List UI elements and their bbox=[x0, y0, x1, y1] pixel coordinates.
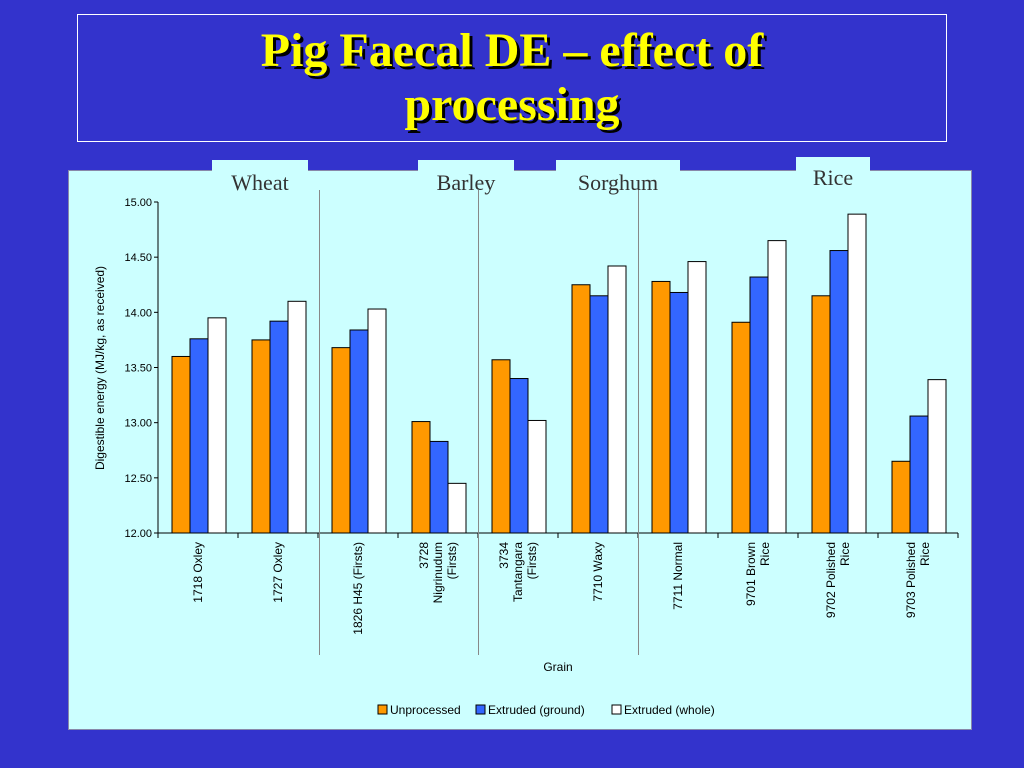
x-category-label-line: 7710 Waxy bbox=[591, 542, 605, 602]
slide-title-line-2: processing bbox=[404, 78, 620, 131]
bar bbox=[767, 240, 787, 534]
x-category-label-line: Nigrinudum bbox=[431, 542, 445, 603]
bar bbox=[829, 250, 849, 534]
bar bbox=[687, 261, 707, 534]
bar bbox=[331, 347, 351, 534]
bar bbox=[669, 291, 689, 534]
bar bbox=[207, 317, 227, 534]
y-axis-title: Digestible energy (MJ/kg, as received) bbox=[93, 266, 107, 470]
legend-label: Unprocessed bbox=[390, 703, 461, 717]
x-category-label: 1727 Oxley bbox=[271, 542, 285, 603]
bar bbox=[589, 295, 609, 534]
x-category-label-line: 7711 Normal bbox=[671, 542, 685, 610]
bar bbox=[749, 276, 769, 534]
x-category-label-line: 9702 Polished bbox=[824, 542, 838, 618]
x-category-label-line: Rice bbox=[758, 542, 772, 566]
x-category-label-line: (Firsts) bbox=[525, 542, 539, 579]
bar bbox=[909, 415, 929, 534]
x-category-label: 7711 Normal bbox=[671, 542, 685, 610]
legend-swatch bbox=[475, 704, 486, 715]
x-category-label-line: Rice bbox=[918, 542, 932, 566]
group-label-barley: Barley bbox=[418, 160, 514, 200]
y-tick-label: 14.00 bbox=[124, 307, 152, 319]
x-axis-title: Grain bbox=[543, 660, 572, 674]
bar bbox=[491, 359, 511, 534]
y-tick-label: 12.00 bbox=[124, 528, 152, 540]
x-category-label-line: Rice bbox=[838, 542, 852, 566]
bar bbox=[367, 308, 387, 534]
legend-swatch bbox=[377, 704, 388, 715]
x-category-label: 1826 H45 (Firsts) bbox=[351, 542, 365, 635]
slide-title-box: Pig Faecal DE – effect of processing bbox=[77, 14, 947, 142]
y-tick-label: 13.00 bbox=[124, 418, 152, 430]
x-category-label-line: 9703 Polished bbox=[904, 542, 918, 618]
bar bbox=[571, 284, 591, 534]
bar bbox=[509, 378, 529, 534]
group-label-sorghum: Sorghum bbox=[556, 160, 680, 200]
slide-title-line-1: Pig Faecal DE – effect of bbox=[260, 24, 764, 77]
x-category-label-line: 1718 Oxley bbox=[191, 542, 205, 603]
y-tick-label: 15.00 bbox=[124, 197, 152, 209]
bar bbox=[429, 440, 449, 534]
legend-label: Extruded (ground) bbox=[488, 703, 585, 717]
bar bbox=[349, 329, 369, 534]
y-tick-label: 13.50 bbox=[124, 363, 152, 375]
group-label-rice: Rice bbox=[796, 157, 870, 197]
legend-label: Extruded (whole) bbox=[624, 703, 715, 717]
x-category-label-line: 1727 Oxley bbox=[271, 542, 285, 603]
x-category-label: 9702 PolishedRice bbox=[824, 542, 852, 618]
x-category-label-line: Tantangara bbox=[511, 542, 525, 602]
y-tick-label: 14.50 bbox=[124, 252, 152, 264]
bar bbox=[269, 320, 289, 534]
x-category-label: 3734Tantangara(Firsts) bbox=[497, 542, 539, 602]
bar bbox=[287, 300, 307, 534]
bar bbox=[731, 321, 751, 534]
group-label-wheat: Wheat bbox=[212, 160, 308, 200]
bar bbox=[251, 339, 271, 534]
bar bbox=[847, 213, 867, 534]
x-category-label-line: (Firsts) bbox=[445, 542, 459, 579]
x-category-label: 7710 Waxy bbox=[591, 542, 605, 602]
bar bbox=[171, 355, 191, 534]
bar bbox=[891, 460, 911, 534]
x-category-label-line: 3734 bbox=[497, 542, 511, 569]
x-category-label: 9701 BrownRice bbox=[744, 542, 772, 606]
bar bbox=[189, 338, 209, 534]
bar bbox=[607, 265, 627, 534]
slide-title: Pig Faecal DE – effect of processing bbox=[261, 24, 763, 132]
x-category-label: 1718 Oxley bbox=[191, 542, 205, 603]
legend-swatch bbox=[611, 704, 622, 715]
x-category-label-line: 3728 bbox=[417, 542, 431, 569]
bar bbox=[927, 379, 947, 534]
bar bbox=[447, 482, 467, 534]
x-category-label-line: 9701 Brown bbox=[744, 542, 758, 606]
y-tick-label: 12.50 bbox=[124, 473, 152, 485]
x-category-label: 9703 PolishedRice bbox=[904, 542, 932, 618]
bar bbox=[811, 295, 831, 534]
bar bbox=[527, 419, 547, 534]
x-category-label: 3728Nigrinudum(Firsts) bbox=[417, 542, 459, 604]
bar bbox=[411, 421, 431, 534]
bar bbox=[651, 280, 671, 534]
x-category-label-line: 1826 H45 (Firsts) bbox=[351, 542, 365, 635]
